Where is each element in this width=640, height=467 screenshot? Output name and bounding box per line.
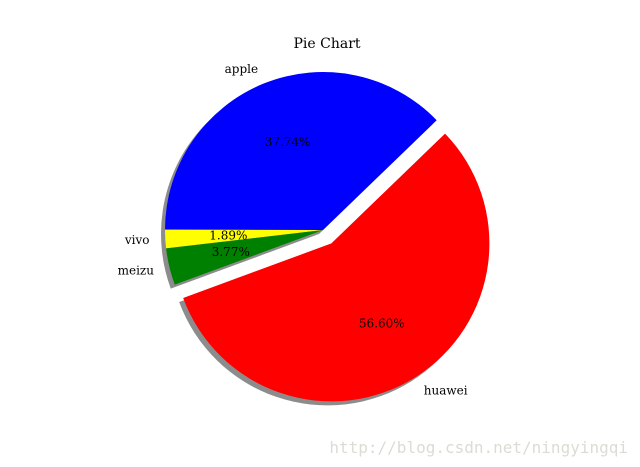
slice-label-huawei: huawei: [424, 384, 468, 398]
chart-title: Pie Chart: [293, 36, 360, 52]
wedge-huawei: [183, 133, 490, 402]
wedge-apple: [165, 72, 437, 230]
watermark: http://blog.csdn.net/ningyingqi: [329, 438, 628, 457]
pct-label-meizu: 3.77%: [212, 245, 250, 259]
wedge-vivo: [165, 229, 323, 249]
slice-label-vivo: vivo: [124, 233, 150, 247]
pct-label-huawei: 56.60%: [359, 317, 405, 331]
wedge-meizu: [166, 230, 323, 285]
pct-label-apple: 37.74%: [265, 135, 311, 149]
slice-label-apple: apple: [225, 62, 258, 76]
wedge-shadow-meizu: [162, 234, 319, 289]
slice-label-meizu: meizu: [118, 263, 155, 277]
pct-label-vivo: 1.89%: [209, 228, 247, 242]
